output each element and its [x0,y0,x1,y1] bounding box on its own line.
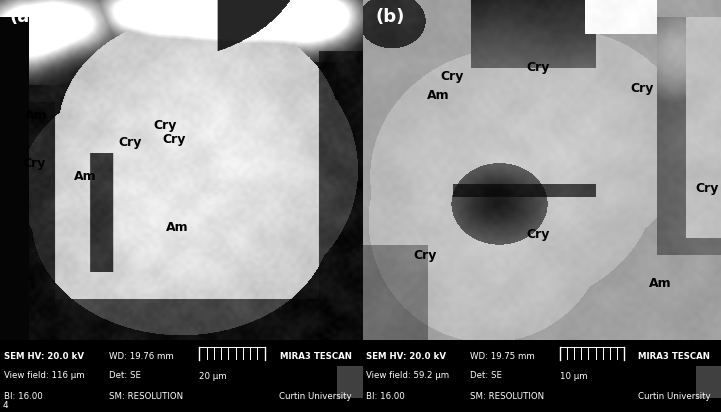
Text: SEM HV: 20.0 kV: SEM HV: 20.0 kV [4,351,84,360]
Text: SM: RESOLUTION: SM: RESOLUTION [470,392,544,401]
Text: SEM HV: 20.0 kV: SEM HV: 20.0 kV [366,351,446,360]
Text: (b): (b) [375,9,404,26]
Text: WD: 19.76 mm: WD: 19.76 mm [109,351,174,360]
Bar [337,366,363,398]
Text: BI: 16.00: BI: 16.00 [4,392,43,401]
Text: Det: SE: Det: SE [470,371,502,380]
Text: Cry: Cry [526,228,550,241]
Text: MIRA3 TESCAN: MIRA3 TESCAN [280,351,352,360]
Text: BI: 16.00: BI: 16.00 [366,392,405,401]
Text: Am: Am [427,89,449,102]
Text: Cry: Cry [414,248,437,262]
Text: Cry: Cry [695,182,718,195]
Text: Cry: Cry [526,61,550,75]
Text: Cry: Cry [162,133,186,146]
Text: WD: 19.75 mm: WD: 19.75 mm [470,351,535,360]
Text: Curtin University: Curtin University [637,392,710,401]
Bar [696,366,721,398]
Text: Det: SE: Det: SE [109,371,141,380]
Text: View field: 59.2 μm: View field: 59.2 μm [366,371,449,380]
Text: Curtin University: Curtin University [279,392,352,401]
Text: Cry: Cry [119,136,142,149]
Text: MIRA3 TESCAN: MIRA3 TESCAN [638,351,710,360]
Text: View field: 116 μm: View field: 116 μm [4,371,84,380]
Text: (a): (a) [9,9,37,26]
Text: Am: Am [74,170,97,183]
Text: Am: Am [25,109,48,122]
Text: Am: Am [649,277,671,290]
Text: Am: Am [167,221,189,234]
Text: 20 μm: 20 μm [200,372,227,382]
Text: 10 μm: 10 μm [559,372,588,382]
Text: SM: RESOLUTION: SM: RESOLUTION [109,392,183,401]
Text: 4: 4 [3,400,9,410]
Text: Cry: Cry [630,82,654,95]
Text: Cry: Cry [23,157,46,170]
Text: Cry: Cry [154,119,177,132]
Text: Cry: Cry [441,70,464,83]
